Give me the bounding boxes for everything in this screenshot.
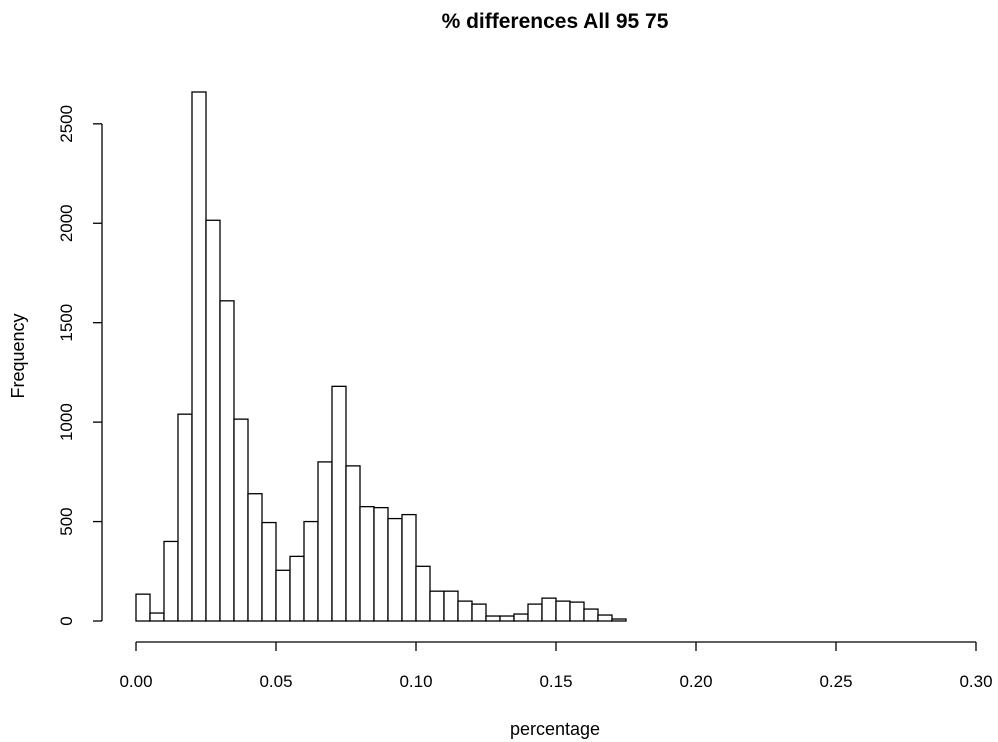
histogram-bar <box>457 600 473 622</box>
histogram-bar <box>513 613 529 622</box>
histogram-bar <box>331 385 347 622</box>
x-tick-label: 0.20 <box>679 672 712 691</box>
histogram-bar <box>261 521 277 622</box>
histogram-bar <box>303 520 319 622</box>
histogram-bar <box>345 465 361 622</box>
histogram-bar <box>233 418 249 622</box>
histogram-bar <box>443 590 459 622</box>
x-tick-label: 0.15 <box>539 672 572 691</box>
histogram-bar <box>541 597 557 622</box>
histogram-bar <box>555 600 571 622</box>
histogram-bar <box>387 517 403 622</box>
x-tick-label: 0.05 <box>259 672 292 691</box>
y-tick-label: 500 <box>57 507 76 535</box>
y-tick-label: 2500 <box>57 105 76 143</box>
histogram-bar <box>205 219 221 622</box>
histogram-bar <box>135 593 151 622</box>
histogram-bar <box>163 540 179 622</box>
x-axis-label: percentage <box>510 719 600 739</box>
histogram-bar <box>401 513 417 622</box>
y-tick-label: 1000 <box>57 403 76 441</box>
histogram-bar <box>275 569 291 622</box>
histogram-bar <box>611 618 627 622</box>
y-axis: 0 500 1000 1500 2000 2500 <box>57 105 103 626</box>
histogram-bar <box>191 91 207 622</box>
x-axis: 0.00 0.05 0.10 0.15 0.20 0.25 0.30 <box>119 641 993 691</box>
histogram-bar <box>177 413 193 622</box>
histogram-bar <box>317 461 333 622</box>
histogram-bar <box>373 506 389 622</box>
histogram-bar <box>219 300 235 622</box>
bars-group <box>135 91 627 622</box>
histogram-bar <box>569 601 585 622</box>
histogram-bar <box>247 493 263 622</box>
chart-title: % differences All 95 75 <box>442 10 669 33</box>
histogram-bar <box>527 603 543 622</box>
x-tick-label: 0.30 <box>959 672 992 691</box>
histogram-bar <box>415 565 431 622</box>
histogram-bar <box>597 614 613 622</box>
histogram-bar <box>471 603 487 622</box>
x-tick-label: 0.10 <box>399 672 432 691</box>
histogram-bar <box>499 615 515 622</box>
y-tick-label: 2000 <box>57 204 76 242</box>
histogram-bar <box>289 555 305 622</box>
x-tick-label: 0.25 <box>819 672 852 691</box>
x-tick-label: 0.00 <box>119 672 152 691</box>
y-tick-label: 1500 <box>57 304 76 342</box>
histogram-bar <box>149 612 165 622</box>
histogram-bar <box>359 505 375 622</box>
y-axis-label: Frequency <box>8 313 28 398</box>
histogram-bar <box>429 590 445 622</box>
histogram-bar <box>583 608 599 622</box>
histogram-bar <box>485 615 501 622</box>
y-tick-label: 0 <box>57 616 76 625</box>
